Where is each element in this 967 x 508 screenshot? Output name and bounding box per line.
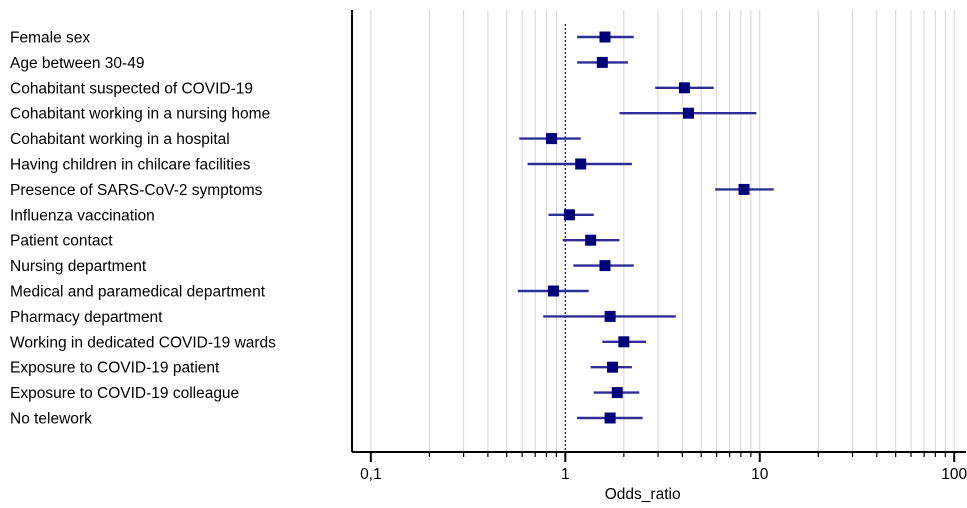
row-label: Pharmacy department (10, 309, 163, 326)
forest-row: Presence of SARS-CoV-2 symptoms (10, 182, 774, 199)
forest-row: Exposure to COVID-19 patient (10, 360, 632, 377)
row-label: Cohabitant suspected of COVID-19 (10, 80, 253, 97)
row-label: Having children in chilcare facilities (10, 157, 251, 174)
row-label: Patient contact (10, 233, 113, 250)
odds-ratio-marker (604, 310, 616, 322)
forest-row: Nursing department (10, 258, 634, 275)
forest-row: Medical and paramedical department (10, 284, 589, 301)
forest-row: Cohabitant working in a nursing home (10, 106, 757, 123)
forest-row: Cohabitant working in a hospital (10, 131, 581, 148)
odds-ratio-marker (607, 361, 619, 373)
row-label: Cohabitant working in a hospital (10, 131, 230, 148)
odds-ratio-marker (575, 158, 587, 170)
odds-ratio-marker (585, 234, 597, 246)
odds-ratio-marker (596, 56, 608, 68)
forest-row: Influenza vaccination (10, 207, 594, 224)
odds-ratio-marker (546, 133, 558, 145)
row-label: Age between 30-49 (10, 55, 144, 72)
odds-ratio-marker (678, 82, 690, 94)
row-label: Nursing department (10, 258, 147, 275)
forest-row: Cohabitant suspected of COVID-19 (10, 80, 714, 97)
forest-row: No telework (10, 411, 643, 428)
forest-row: Female sex (10, 30, 634, 47)
odds-ratio-marker (548, 285, 560, 297)
odds-ratio-marker (611, 387, 623, 399)
row-label: Cohabitant working in a nursing home (10, 106, 270, 123)
x-tick-label: 10 (751, 466, 769, 483)
row-label: Presence of SARS-CoV-2 symptoms (10, 182, 263, 199)
odds-ratio-marker (604, 412, 616, 424)
x-axis-title: Odds_ratio (605, 486, 681, 503)
forest-row: Working in dedicated COVID-19 wards (10, 334, 646, 351)
row-label: No telework (10, 411, 92, 428)
grid-lines (370, 10, 955, 452)
odds-ratio-marker (563, 209, 575, 221)
x-tick-label: 0,1 (360, 466, 382, 483)
odds-ratio-marker (682, 107, 694, 119)
forest-rows: Female sex Age between 30-49 Cohabitant su… (10, 30, 774, 428)
forest-row: Having children in chilcare facilities (10, 157, 632, 174)
odds-ratio-marker (599, 31, 611, 43)
row-label: Medical and paramedical department (10, 284, 266, 301)
forest-row: Patient contact (10, 233, 620, 250)
forest-row: Age between 30-49 (10, 55, 628, 72)
forest-row: Exposure to COVID-19 colleague (10, 385, 640, 402)
odds-ratio-marker (599, 260, 611, 272)
x-tick-label: 100 (941, 466, 967, 483)
row-label: Working in dedicated COVID-19 wards (10, 334, 276, 351)
odds-ratio-marker (618, 336, 630, 348)
odds-ratio-marker (738, 183, 750, 195)
x-tick-label: 1 (561, 466, 570, 483)
row-label: Exposure to COVID-19 patient (10, 360, 220, 377)
forest-row: Pharmacy department (10, 309, 676, 326)
row-label: Influenza vaccination (10, 207, 155, 224)
row-label: Exposure to COVID-19 colleague (10, 385, 239, 402)
row-label: Female sex (10, 30, 90, 47)
x-axis: 0,1 1 10 100 (351, 10, 967, 483)
